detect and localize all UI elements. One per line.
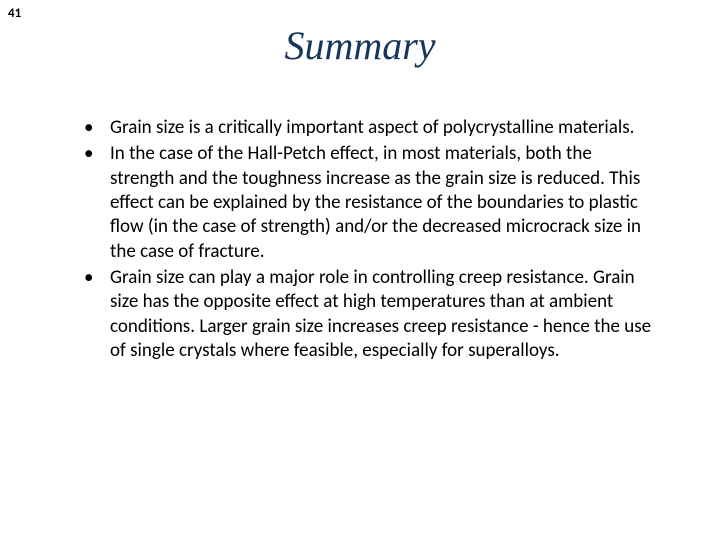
bullet-list: Grain size is a critically important asp… [78, 116, 658, 365]
slide-title: Summary [0, 22, 720, 69]
slide: 41 Summary Grain size is a critically im… [0, 0, 720, 540]
list-item: In the case of the Hall-Petch effect, in… [78, 142, 658, 264]
list-item: Grain size is a critically important asp… [78, 116, 658, 140]
list-item: Grain size can play a major role in cont… [78, 266, 658, 363]
page-number: 41 [8, 6, 21, 21]
